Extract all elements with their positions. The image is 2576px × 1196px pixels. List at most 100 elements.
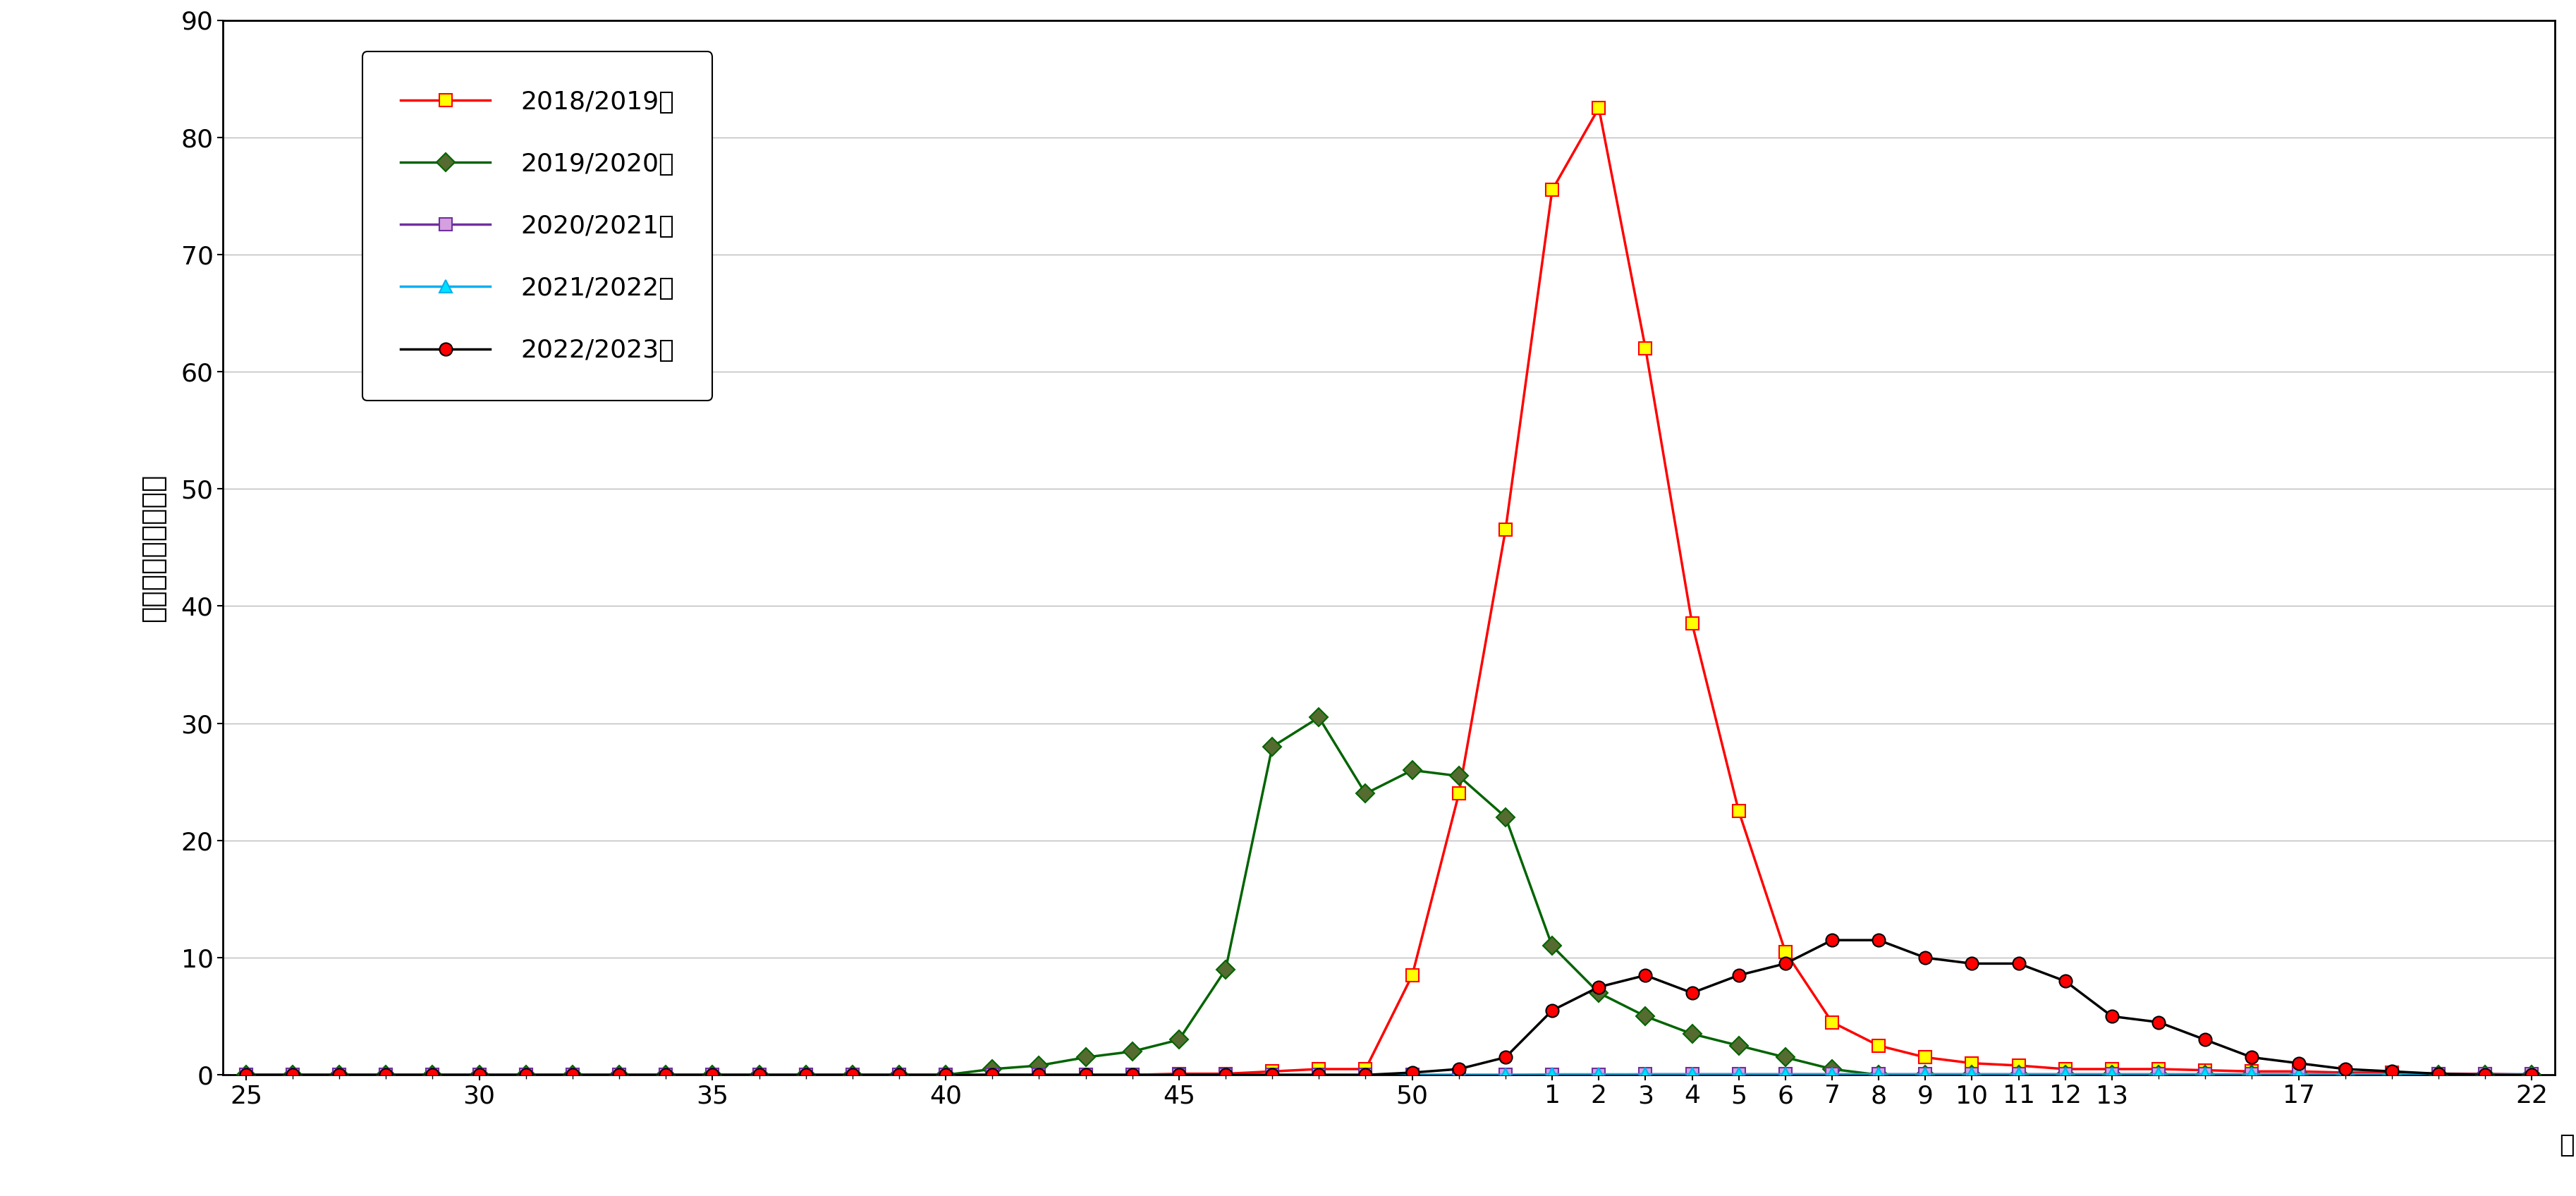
2022/2023年 xyxy=(1631,968,1662,982)
2022/2023年 xyxy=(1538,1003,1569,1018)
2018/2019年 xyxy=(2004,1058,2035,1073)
2019/2020年 xyxy=(1118,1044,1149,1058)
2021/2022年 xyxy=(1723,1067,1754,1081)
2021/2022年 xyxy=(2424,1067,2455,1081)
2018/2019年 xyxy=(744,1068,775,1082)
2019/2020年 xyxy=(930,1068,961,1082)
2022/2023年 xyxy=(1723,968,1754,982)
2020/2021年 xyxy=(232,1068,263,1082)
2018/2019年 xyxy=(371,1068,402,1082)
2022/2023年 xyxy=(2282,1056,2313,1070)
2022/2023年 xyxy=(837,1068,868,1082)
2021/2022年 xyxy=(2517,1067,2548,1081)
2021/2022年 xyxy=(1443,1068,1473,1082)
2022/2023年 xyxy=(1069,1068,1100,1082)
2022/2023年 xyxy=(1489,1050,1520,1064)
2019/2020年 xyxy=(976,1062,1007,1076)
2021/2022年 xyxy=(510,1068,541,1082)
2018/2019年 xyxy=(1816,1015,1847,1030)
2021/2022年 xyxy=(1257,1068,1288,1082)
2022/2023年 xyxy=(698,1068,729,1082)
2019/2020年 xyxy=(2282,1068,2313,1082)
2021/2022年 xyxy=(1023,1068,1054,1082)
2022/2023年 xyxy=(2236,1050,2267,1064)
2019/2020年 xyxy=(744,1068,775,1082)
2021/2022年 xyxy=(2329,1067,2360,1081)
2022/2023年 xyxy=(2517,1068,2548,1082)
2019/2020年 xyxy=(232,1068,263,1082)
2019/2020年 xyxy=(2097,1068,2128,1082)
2021/2022年 xyxy=(1677,1067,1708,1081)
2020/2021年 xyxy=(791,1068,822,1082)
2021/2022年 xyxy=(884,1068,914,1082)
2019/2020年 xyxy=(1909,1068,1940,1082)
2018/2019年 xyxy=(2236,1064,2267,1079)
2018/2019年 xyxy=(2329,1066,2360,1080)
2020/2021年 xyxy=(1584,1068,1615,1082)
2020/2021年 xyxy=(2004,1067,2035,1081)
2018/2019年 xyxy=(325,1068,355,1082)
2020/2021年 xyxy=(2424,1067,2455,1081)
2018/2019年 xyxy=(1164,1067,1195,1081)
2022/2023年 xyxy=(510,1068,541,1082)
Line: 2019/2020年: 2019/2020年 xyxy=(240,712,2537,1081)
2018/2019年 xyxy=(2050,1062,2081,1076)
2018/2019年 xyxy=(1862,1038,1893,1052)
2021/2022年 xyxy=(2050,1067,2081,1081)
2019/2020年 xyxy=(2329,1068,2360,1082)
2019/2020年 xyxy=(603,1068,634,1082)
2020/2021年 xyxy=(1909,1067,1940,1081)
2021/2022年 xyxy=(1396,1068,1427,1082)
2021/2022年 xyxy=(1350,1068,1381,1082)
2020/2021年 xyxy=(884,1068,914,1082)
2019/2020年 xyxy=(884,1068,914,1082)
2019/2020年 xyxy=(1723,1038,1754,1052)
2021/2022年 xyxy=(464,1068,495,1082)
2020/2021年 xyxy=(1723,1067,1754,1081)
2022/2023年 xyxy=(2097,1009,2128,1024)
Legend: 2018/2019年, 2019/2020年, 2020/2021年, 2021/2022年, 2022/2023年: 2018/2019年, 2019/2020年, 2020/2021年, 2021… xyxy=(363,51,714,401)
2022/2023年 xyxy=(232,1068,263,1082)
Line: 2018/2019年: 2018/2019年 xyxy=(240,102,2537,1081)
2021/2022年 xyxy=(1958,1067,1989,1081)
2022/2023年 xyxy=(1443,1062,1473,1076)
2020/2021年 xyxy=(278,1068,309,1082)
2018/2019年 xyxy=(1584,100,1615,115)
2018/2019年 xyxy=(1958,1056,1989,1070)
2020/2021年 xyxy=(510,1068,541,1082)
2021/2022年 xyxy=(1816,1067,1847,1081)
2022/2023年 xyxy=(556,1068,587,1082)
2021/2022年 xyxy=(2378,1067,2409,1081)
2021/2022年 xyxy=(232,1068,263,1082)
2020/2021年 xyxy=(1303,1068,1334,1082)
2019/2020年 xyxy=(1211,963,1242,977)
2021/2022年 xyxy=(278,1068,309,1082)
2020/2021年 xyxy=(930,1068,961,1082)
2021/2022年 xyxy=(791,1068,822,1082)
2021/2022年 xyxy=(976,1068,1007,1082)
2018/2019年 xyxy=(1211,1067,1242,1081)
2020/2021年 xyxy=(2050,1067,2081,1081)
2019/2020年 xyxy=(837,1068,868,1082)
2019/2020年 xyxy=(2004,1068,2035,1082)
2022/2023年 xyxy=(2050,974,2081,988)
2022/2023年 xyxy=(464,1068,495,1082)
2020/2021年 xyxy=(2517,1067,2548,1081)
2022/2023年 xyxy=(2424,1067,2455,1081)
2022/2023年 xyxy=(1350,1068,1381,1082)
2019/2020年 xyxy=(1584,986,1615,1000)
2021/2022年 xyxy=(417,1068,448,1082)
2021/2022年 xyxy=(930,1068,961,1082)
2021/2022年 xyxy=(1631,1067,1662,1081)
2019/2020年 xyxy=(1164,1032,1195,1046)
2021/2022年 xyxy=(1303,1068,1334,1082)
2020/2021年 xyxy=(1538,1068,1569,1082)
2019/2020年 xyxy=(464,1068,495,1082)
2019/2020年 xyxy=(2470,1068,2501,1082)
2020/2021年 xyxy=(1443,1068,1473,1082)
2018/2019年 xyxy=(1677,616,1708,630)
2018/2019年 xyxy=(2190,1063,2221,1078)
2019/2020年 xyxy=(2236,1068,2267,1082)
Line: 2022/2023年: 2022/2023年 xyxy=(240,934,2537,1081)
2020/2021年 xyxy=(2190,1067,2221,1081)
